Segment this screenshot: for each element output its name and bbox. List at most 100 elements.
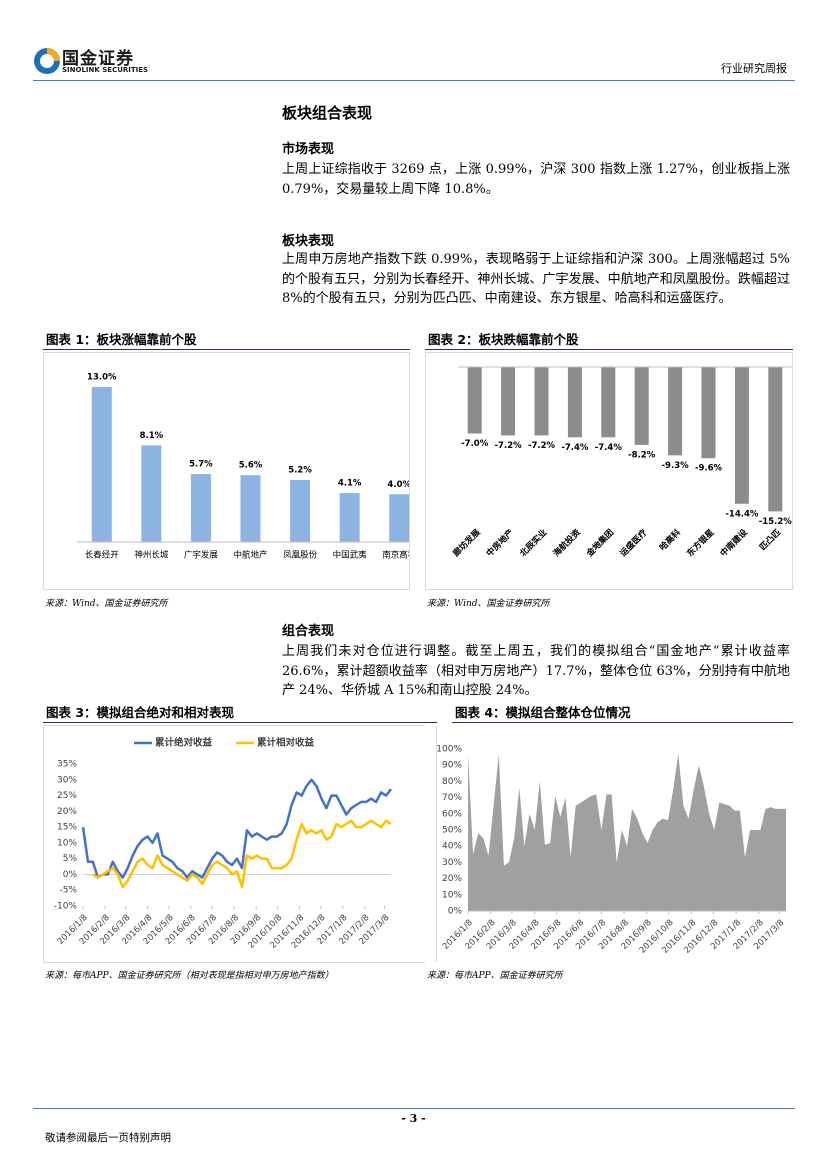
y-tick-label: -10% [54,902,78,912]
x-tick-label: 神州长城 [134,550,169,561]
footer-rule [33,1108,795,1109]
x-tick-label: 凤凰股份 [283,550,318,561]
y-tick-label: 20% [57,807,77,817]
page-title: 板块组合表现 [282,104,373,122]
bar [240,475,261,542]
section-text: 上周上证综指收于 3269 点，上涨 0.99%，沪深 300 指数上涨 1.2… [282,162,790,197]
figure-source: 来源：Wind、国金证券研究所 [45,599,168,609]
series-line [92,819,392,889]
bar [534,367,549,436]
figure-title: 图表 3：模拟组合绝对和相对表现 [43,703,437,723]
y-tick-label: 10% [57,838,77,848]
section-heading: 市场表现 [282,142,335,157]
bar [668,367,683,456]
y-tick-label: 40% [442,842,462,852]
report-type: 行业研究周报 [721,62,787,75]
bar [339,493,360,542]
figure-title: 图表 1：板块涨幅靠前个股 [43,330,410,350]
area [468,753,786,911]
figure-title: 图表 4：模拟组合整体仓位情况 [452,703,793,723]
chart: -10%-5%0%5%10%15%20%25%30%35%2016/1/8201… [54,737,392,951]
section-text: 上周我们未对仓位进行调整。截至上周五，我们的模拟组合“国金地产”累计收益率 26… [282,644,790,698]
x-tick-label: 东方银星 [685,527,717,559]
y-tick-label: 60% [442,809,462,819]
data-label: 5.2% [288,465,312,475]
bar [91,386,112,542]
data-label: -7.4% [595,443,623,453]
y-tick-label: 90% [442,761,462,771]
footer-note: 敬请参阅最后一页特别声明 [45,1132,171,1144]
section-heading: 组合表现 [282,624,335,639]
data-label: -8.2% [628,450,656,460]
data-label: -15.2% [759,517,792,527]
y-tick-label: 20% [442,874,462,884]
x-tick-label: 广宇发展 [184,550,219,561]
bar [634,367,649,445]
figure-source: 来源：每市APP、国金证券研究所（相对表现是指相对申万房地产指数） [45,971,334,981]
figure-title: 图表 2：板块跌幅靠前个股 [425,330,793,350]
legend-label: 累计绝对收益 [155,737,213,749]
chart: -7.0% 廊坊发展 -7.2% 中房地产 -7.2% 北辰实业 -7.4% 海航投资 -7.4… [451,366,792,560]
bar [768,367,783,512]
y-tick-label: 50% [442,826,462,836]
chart: 0%10%20%30%40%50%60%70%80%90%100%2016/1/… [436,745,786,956]
logo-cn: 国金证券 [62,49,134,69]
y-tick-label: 70% [442,793,462,803]
data-label: 5.7% [189,460,213,470]
data-label: 13.0% [87,372,117,382]
logo-mark [34,48,60,74]
data-label: -14.4% [725,509,758,519]
bar [601,367,616,438]
x-tick-label: 长春经开 [85,550,120,561]
section-heading: 板块表现 [282,234,335,249]
y-tick-label: -5% [59,886,77,896]
bar [701,367,716,459]
y-tick-label: 0% [63,870,78,880]
page-number: - 3 - [401,1112,426,1125]
figure-box: 13.0% 长春经开 8.1% 神州长城 5.7% 广宇发展 5.6% 中航地产 5.2% 凤凰股… [43,352,424,590]
data-label: 8.1% [140,431,164,441]
x-tick-label: 海航投资 [551,527,583,559]
bar [389,494,410,542]
x-tick-label: 廊坊发展 [451,527,483,559]
y-tick-label: 80% [442,777,462,787]
y-tick-label: 30% [57,775,77,785]
data-label: -7.4% [561,443,589,453]
section-text: 上周申万房地产指数下跌 0.99%，表现略弱于上证综指和沪深 300。上周涨幅超… [282,252,790,306]
figure-box: -10% -5% 0% 5% 10% 15% 20% 25% 30% 35% 2016/1/8 201… [43,725,437,963]
data-label: -7.2% [528,441,556,451]
x-tick-label: 中南建设 [718,527,750,559]
y-tick-label: 10% [442,890,462,900]
chart: 13.0% 长春经开 8.1% 神州长城 5.7% 广宇发展 5.6% 中航地产 5.2% 凤凰股… [77,372,424,561]
data-label: -7.2% [495,441,523,451]
y-tick-label: 5% [63,854,78,864]
bar [734,367,749,504]
figure-source: 来源：每市APP、国金证券研究所 [427,971,563,981]
bar [501,367,516,436]
x-tick-label: 金地集团 [584,527,617,560]
series-line [81,778,392,879]
y-tick-label: 35% [57,760,77,770]
bar [141,445,162,542]
x-tick-label: 哈高科 [657,527,683,553]
data-label: -9.6% [695,464,723,474]
y-tick-label: 15% [57,823,77,833]
legend-label: 累计相对收益 [257,737,315,749]
y-tick-label: 0% [448,907,463,917]
x-tick-label: 中航地产 [233,550,267,561]
data-label: -7.0% [461,439,489,449]
data-label: -9.3% [662,461,690,471]
y-tick-label: 25% [57,791,77,801]
figure-source: 来源：Wind、国金证券研究所 [427,599,550,609]
bar [567,367,582,438]
y-tick-label: 30% [442,858,462,868]
x-tick-label: 匹凸匹 [758,527,783,552]
x-tick-label: 中房地产 [484,527,516,559]
bar [190,474,211,542]
figure-box: -7.0% 廊坊发展 -7.2% 中房地产 -7.2% 北辰实业 -7.4% 海航投资 -7.4… [425,352,793,590]
x-tick-label: 中国武夷 [333,550,368,561]
logo-en: SINOLINK SECURITIES [62,66,149,74]
data-label: 5.6% [239,461,263,471]
header-rule [33,80,795,81]
